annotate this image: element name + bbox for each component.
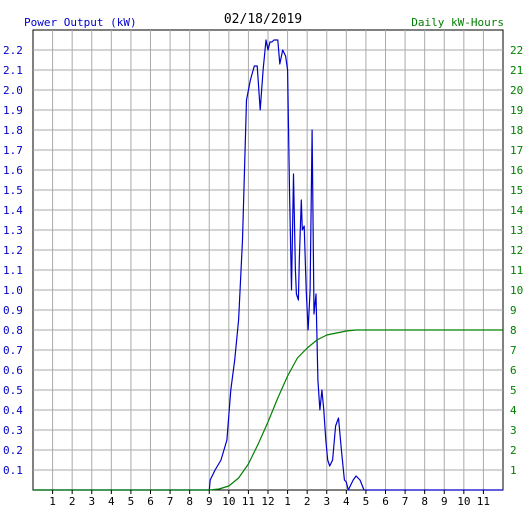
y-left-tick-label: 1.4 [3,204,23,217]
y-right-tick-label: 1 [510,464,517,477]
y-left-tick-label: 1.7 [3,144,23,157]
y-right-tick-label: 20 [510,84,523,97]
x-tick-label: 3 [323,495,330,508]
x-tick-label: 1 [284,495,291,508]
y-left-tick-label: 1.6 [3,164,23,177]
y-left-tick-label: 0.5 [3,384,23,397]
y-left-tick-label: 0.4 [3,404,23,417]
y-right-tick-label: 21 [510,64,523,77]
y-right-tick-label: 13 [510,224,523,237]
y-left-tick-label: 1.1 [3,264,23,277]
y-left-tick-label: 1.0 [3,284,23,297]
y-left-tick-label: 0.9 [3,304,23,317]
y-right-tick-label: 5 [510,384,517,397]
right-axis-title: Daily kW-Hours [411,16,504,29]
power-output-series-line [33,39,503,491]
x-tick-label: 6 [382,495,389,508]
x-tick-label: 5 [128,495,135,508]
y-right-tick-label: 4 [510,404,517,417]
y-right-tick-label: 8 [510,324,517,337]
x-tick-label: 2 [304,495,311,508]
y-right-tick-label: 6 [510,364,517,377]
y-right-tick-label: 10 [510,284,523,297]
x-tick-label: 7 [167,495,174,508]
x-tick-label: 4 [343,495,350,508]
y-right-tick-label: 19 [510,104,523,117]
x-tick-label: 12 [261,495,274,508]
y-left-tick-label: 0.8 [3,324,23,337]
left-axis-title: Power Output (kW) [24,16,137,29]
y-left-tick-label: 1.9 [3,104,23,117]
x-tick-label: 1 [49,495,56,508]
chart-title: 02/18/2019 [224,12,302,27]
y-right-tick-label: 3 [510,424,517,437]
y-right-tick-label: 18 [510,124,523,137]
tick-labels: 1 2 3 4 5 6 7 8 9 10 11 12 1 2 3 4 5 6 7 8 9 10 110.10.20.30.4… [3,44,524,508]
y-right-tick-label: 12 [510,244,523,257]
y-right-tick-label: 15 [510,184,523,197]
y-right-tick-label: 22 [510,44,523,57]
y-right-tick-label: 2 [510,444,517,457]
x-tick-label: 11 [477,495,490,508]
y-left-tick-label: 0.1 [3,464,23,477]
x-tick-label: 9 [206,495,213,508]
x-tick-label: 3 [88,495,95,508]
daily-kwh-series-line [33,329,503,491]
y-left-tick-label: 0.6 [3,364,23,377]
y-left-tick-label: 1.2 [3,244,23,257]
x-tick-label: 10 [222,495,235,508]
y-left-tick-label: 1.8 [3,124,23,137]
series-lines [33,39,503,491]
y-left-tick-label: 2.0 [3,84,23,97]
y-right-tick-label: 16 [510,164,523,177]
x-tick-label: 4 [108,495,115,508]
y-left-tick-label: 2.1 [3,64,23,77]
y-left-tick-label: 1.5 [3,184,23,197]
x-tick-label: 11 [242,495,255,508]
y-right-tick-label: 17 [510,144,523,157]
y-right-tick-label: 11 [510,264,523,277]
x-tick-label: 7 [402,495,409,508]
y-left-tick-label: 1.3 [3,224,23,237]
y-left-tick-label: 0.7 [3,344,23,357]
y-right-tick-label: 14 [510,204,524,217]
y-left-tick-label: 0.3 [3,424,23,437]
x-tick-label: 8 [421,495,428,508]
x-tick-label: 2 [69,495,76,508]
y-right-tick-label: 7 [510,344,517,357]
x-tick-label: 10 [457,495,470,508]
grid-lines [33,30,503,490]
y-left-tick-label: 0.2 [3,444,23,457]
x-tick-label: 6 [147,495,154,508]
x-tick-label: 9 [441,495,448,508]
x-tick-label: 5 [363,495,370,508]
y-right-tick-label: 9 [510,304,517,317]
x-tick-label: 8 [186,495,193,508]
y-left-tick-label: 2.2 [3,44,23,57]
